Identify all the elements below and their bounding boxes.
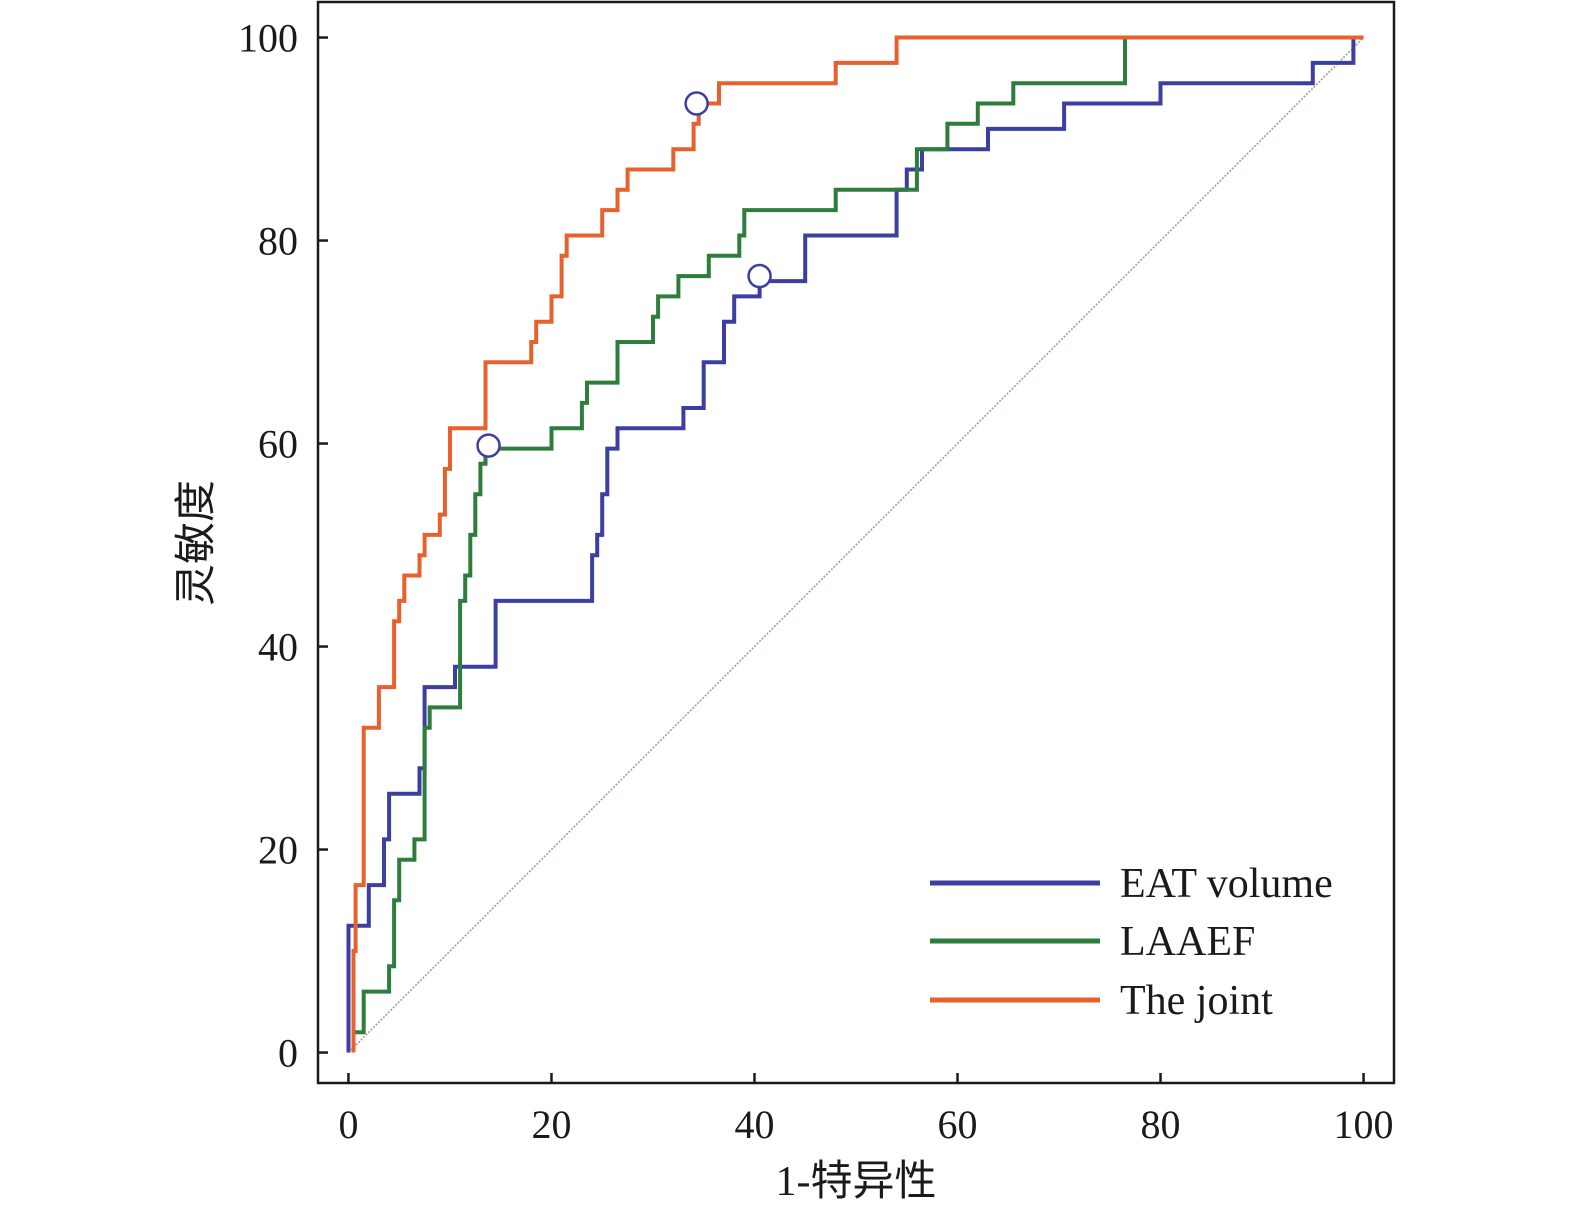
legend-label-the-joint: The joint (1120, 978, 1273, 1024)
legend-label-laaef: LAAEF (1120, 919, 1255, 965)
x-tick-label: 40 (734, 1102, 774, 1147)
x-axis: 0 20 40 60 80 100 (338, 1073, 1394, 1147)
y-axis-title: 灵敏度 (174, 480, 220, 606)
x-tick-label: 60 (938, 1102, 978, 1147)
x-tick-label: 20 (531, 1102, 571, 1147)
cutoff-marker-the-joint (684, 91, 709, 116)
series-line-the-joint (351, 35, 1364, 1053)
x-tick-label: 80 (1141, 1102, 1181, 1147)
y-tick-label: 60 (258, 422, 298, 467)
reference-diagonal-line (347, 36, 1365, 1054)
series-layer (346, 35, 1364, 1053)
x-axis-title: 1-特异性 (776, 1159, 937, 1205)
cutoff-marker-eat-volume (747, 263, 772, 289)
cutoff-marker-laaef (476, 433, 501, 458)
y-tick-label: 20 (258, 828, 298, 873)
series-line-eat-volume (346, 35, 1364, 1053)
legend-label-eat-volume: EAT volume (1120, 861, 1333, 907)
y-tick-label: 40 (258, 625, 298, 670)
series-line-laaef (351, 35, 1364, 1053)
y-axis: 0 20 40 60 80 100 (238, 16, 328, 1076)
x-tick-label: 0 (338, 1102, 358, 1147)
legend: EAT volume LAAEF The joint (930, 861, 1333, 1024)
y-tick-label: 100 (238, 16, 298, 61)
y-tick-label: 80 (258, 219, 298, 264)
plot-frame (316, 0, 1396, 1085)
x-tick-label: 100 (1334, 1102, 1394, 1147)
cutoff-markers (476, 91, 772, 458)
y-tick-label: 0 (278, 1031, 298, 1076)
